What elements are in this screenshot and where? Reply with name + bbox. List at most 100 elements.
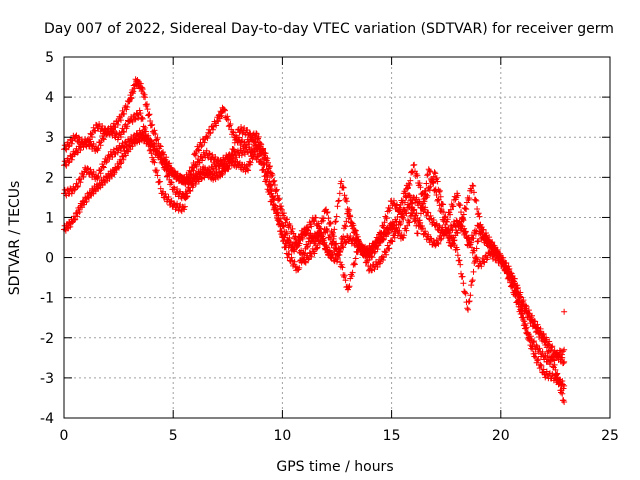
- data-point-fill: [478, 263, 485, 270]
- data-point-fill: [107, 125, 114, 132]
- data-point-fill: [296, 264, 303, 271]
- data-point-fill: [556, 380, 563, 387]
- data-point-fill: [269, 196, 276, 203]
- data-point-fill: [453, 229, 460, 236]
- data-point-fill: [430, 216, 437, 223]
- data-point-fill: [221, 168, 228, 175]
- data-point-fill: [422, 187, 429, 194]
- data-point-fill: [109, 154, 116, 161]
- data-point-fill: [153, 167, 160, 174]
- data-point-fill: [286, 251, 293, 258]
- data-point-fill: [532, 318, 539, 325]
- data-point-fill: [404, 222, 411, 229]
- data-point-fill: [340, 184, 347, 191]
- data-point: [414, 230, 421, 237]
- data-point-fill: [338, 261, 345, 268]
- data-point-fill: [559, 354, 566, 361]
- data-point-fill: [219, 171, 226, 178]
- data-point: [552, 366, 559, 373]
- data-point-fill: [330, 229, 337, 236]
- data-point-fill: [518, 311, 525, 318]
- x-tick-label: 15: [383, 428, 401, 444]
- data-point-fill: [302, 259, 309, 266]
- data-point-fill: [97, 142, 104, 149]
- data-point-fill: [520, 316, 527, 323]
- data-point-fill: [201, 139, 208, 146]
- data-point-fill: [221, 107, 228, 114]
- data-point-fill: [153, 147, 160, 154]
- data-point: [270, 178, 277, 185]
- data-point-fill: [457, 261, 464, 268]
- data-point-fill: [273, 186, 280, 193]
- data-point-fill: [437, 193, 444, 200]
- data-point-fill: [336, 190, 343, 197]
- data-point-fill: [486, 234, 493, 241]
- data-point-fill: [429, 176, 436, 183]
- data-point-fill: [174, 200, 181, 207]
- data-point-fill: [315, 220, 322, 227]
- data-point-fill: [438, 205, 445, 212]
- data-point-fill: [215, 118, 222, 125]
- data-point-fill: [199, 157, 206, 164]
- data-point-fill: [336, 197, 343, 204]
- y-tick-label: -2: [40, 331, 54, 347]
- data-point-fill: [151, 159, 158, 166]
- data-point-fill: [396, 227, 403, 234]
- data-point-fill: [212, 153, 219, 160]
- data-point-fill: [114, 121, 121, 128]
- data-point-fill: [440, 232, 447, 239]
- data-point: [561, 358, 568, 365]
- data-point-fill: [339, 264, 346, 271]
- data-point-fill: [462, 228, 469, 235]
- data-point-fill: [460, 280, 467, 287]
- data-point-fill: [348, 273, 355, 280]
- data-point-fill: [358, 242, 365, 249]
- data-point-fill: [536, 345, 543, 352]
- data-point-fill: [127, 146, 134, 153]
- chart-title: Day 007 of 2022, Sidereal Day-to-day VTE…: [44, 21, 614, 37]
- data-point-fill: [351, 260, 358, 267]
- data-point-fill: [189, 164, 196, 171]
- data-point-fill: [100, 136, 107, 143]
- data-point-fill: [181, 203, 188, 210]
- data-point: [465, 306, 472, 313]
- data-point-fill: [286, 234, 293, 241]
- data-point-fill: [443, 231, 450, 238]
- data-point-fill: [475, 210, 482, 217]
- data-point-fill: [87, 166, 94, 173]
- data-point-fill: [84, 137, 91, 144]
- data-point-fill: [217, 113, 224, 120]
- data-point-fill: [558, 387, 565, 394]
- data-point-fill: [400, 216, 407, 223]
- data-point: [561, 382, 568, 389]
- data-point-fill: [465, 235, 472, 242]
- data-point-fill: [121, 110, 128, 117]
- data-point-fill: [89, 133, 96, 140]
- data-point-fill: [147, 118, 154, 125]
- data-point-fill: [473, 245, 480, 252]
- data-point-fill: [546, 338, 553, 345]
- data-point-fill: [473, 197, 480, 204]
- data-point-fill: [396, 208, 403, 215]
- data-point-fill: [426, 167, 433, 174]
- data-point-fill: [83, 198, 90, 205]
- data-point-fill: [463, 206, 470, 213]
- data-point-fill: [368, 253, 375, 260]
- data-point-fill: [353, 238, 360, 245]
- data-point-fill: [156, 142, 163, 149]
- data-point-fill: [269, 171, 276, 178]
- data-point-fill: [229, 128, 236, 135]
- data-point-fill: [534, 357, 541, 364]
- data-point-fill: [430, 180, 437, 187]
- data-point-fill: [304, 243, 311, 250]
- data-point-fill: [139, 114, 145, 121]
- data-point-fill: [424, 172, 431, 179]
- data-point-fill: [399, 197, 406, 204]
- data-point-fill: [141, 91, 148, 98]
- data-point-fill: [150, 156, 157, 163]
- data-point-fill: [311, 250, 318, 257]
- data-point-fill: [374, 246, 381, 253]
- data-point-fill: [74, 213, 81, 220]
- data-point-fill: [299, 235, 306, 242]
- data-point: [561, 398, 568, 405]
